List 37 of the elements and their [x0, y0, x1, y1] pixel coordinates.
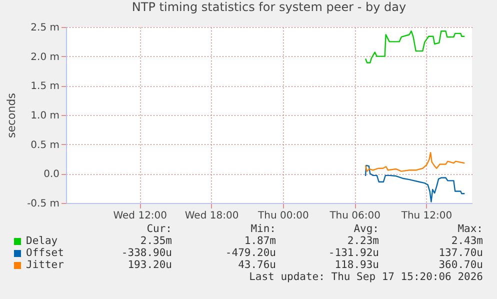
y-tick-label: 0.5 m: [30, 140, 60, 151]
text: 1.87m: [244, 235, 276, 247]
text: 360.70u: [438, 259, 483, 271]
text: 2.35m: [140, 235, 172, 247]
text: Last update: Thu Sep 17 15:20:06 2026: [249, 271, 483, 283]
text: 137.70u: [438, 247, 483, 259]
chart-title: NTP timing statistics for system peer - by day: [132, 0, 406, 14]
text: 193.20u: [128, 259, 172, 271]
legend-label: Jitter: [26, 259, 64, 271]
y-tick-label: -0.5 m: [27, 198, 60, 210]
line-series: [364, 152, 466, 172]
text: 2.43m: [451, 235, 483, 247]
x-tick-label: Thu 00:00: [257, 210, 309, 222]
text: -479.20u: [225, 247, 276, 259]
text: 118.93u: [334, 259, 379, 271]
y-tick-label: 1.5 m: [30, 81, 60, 92]
text: 43.76u: [238, 259, 276, 271]
x-tick-label: Wed 12:00: [113, 210, 168, 222]
y-tick-label: 2.0 m: [30, 52, 60, 63]
text: -338.90u: [121, 247, 172, 259]
legend-label: Offset: [26, 247, 64, 259]
text: 2.23m: [347, 235, 379, 247]
y-axis-title: seconds: [5, 92, 18, 138]
text: Cur:: [146, 223, 172, 235]
x-tick-label: Thu 06:00: [328, 210, 380, 222]
x-tick-label: Thu 12:00: [400, 210, 452, 222]
x-tick-label: Wed 18:00: [184, 210, 239, 222]
line-series: [364, 30, 466, 64]
text: Min:: [250, 223, 276, 235]
y-tick-label: 1.0 m: [30, 110, 60, 122]
line-series: [364, 164, 466, 202]
y-tick-label: 0.0: [44, 169, 60, 180]
text: -131.92u: [328, 247, 379, 259]
y-tick-label: 2.5 m: [30, 22, 60, 34]
text: Avg:: [354, 223, 379, 235]
legend-label: Delay: [26, 235, 58, 247]
text: Max:: [458, 223, 483, 235]
